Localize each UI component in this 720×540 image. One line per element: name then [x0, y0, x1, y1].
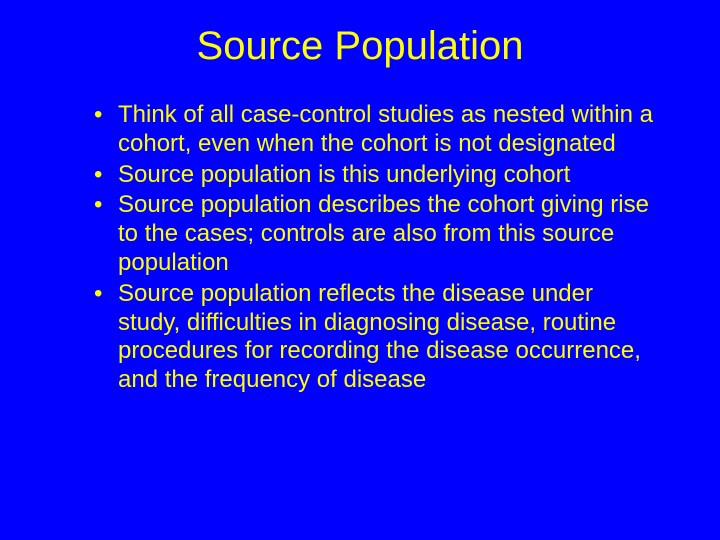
- list-item: Think of all case-control studies as nes…: [94, 101, 660, 159]
- list-item: Source population is this underlying coh…: [94, 161, 660, 190]
- slide-title: Source Population: [60, 24, 660, 69]
- list-item: Source population reflects the disease u…: [94, 280, 660, 395]
- list-item: Source population describes the cohort g…: [94, 191, 660, 277]
- slide-container: Source Population Think of all case-cont…: [0, 0, 720, 540]
- bullet-list: Think of all case-control studies as nes…: [60, 101, 660, 395]
